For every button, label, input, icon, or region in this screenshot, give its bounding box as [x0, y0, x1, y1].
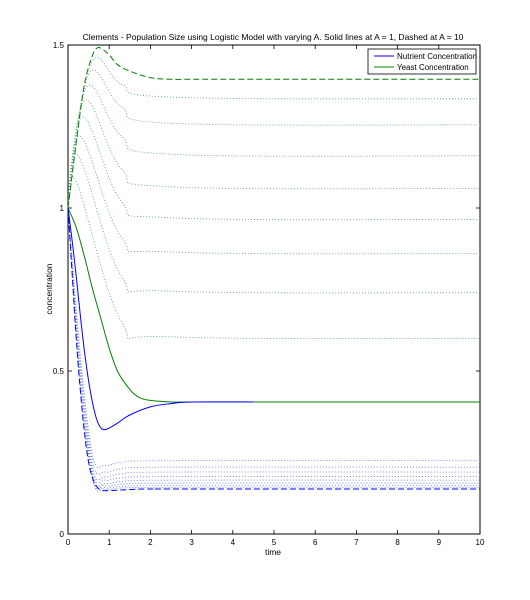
legend-label-nutrient: Nutrient Concentration [397, 52, 477, 61]
x-tick-label: 0 [66, 538, 71, 547]
x-tick-label: 5 [272, 538, 277, 547]
plot-area [67, 44, 481, 535]
series-line-yeast-dotted-8 [67, 153, 481, 294]
legend: Nutrient Concentration Yeast Concentrati… [367, 48, 477, 75]
x-tick-label: 1 [107, 538, 112, 547]
series-line-yeast-dotted-6 [67, 116, 481, 221]
series-line-yeast-dotted-4 [67, 84, 481, 209]
x-tick-label: 3 [189, 538, 194, 547]
series-line-nutrient-solid-10 [67, 207, 254, 431]
x-tick-label: 7 [354, 538, 359, 547]
series-line-yeast-dotted-9 [67, 175, 481, 340]
series-line-nutrient-dotted-15 [67, 207, 481, 484]
legend-box [367, 48, 477, 75]
series-line-yeast-dotted-2 [67, 56, 481, 209]
axis-ticks: 0 1 2 3 4 5 6 7 8 9 10 0 0.5 1 1.5 [53, 41, 485, 547]
x-tick-label: 8 [395, 538, 400, 547]
y-tick-label: 1 [60, 204, 65, 213]
series-line-nutrient-dotted-14 [67, 207, 481, 481]
y-tick-label: 0 [60, 530, 65, 539]
y-tick-label: 0.5 [53, 367, 65, 376]
chart-title: Clements - Population Size using Logisti… [83, 32, 464, 42]
y-tick-label: 1.5 [53, 41, 65, 50]
x-tick-label: 6 [313, 538, 318, 547]
series-layer [67, 46, 481, 492]
series-line-nutrient-dotted-12 [67, 207, 481, 469]
y-axis-title: concentration [44, 263, 54, 314]
x-tick-label: 4 [231, 538, 236, 547]
legend-label-yeast: Yeast Concentration [397, 63, 469, 72]
x-tick-label: 9 [437, 538, 442, 547]
x-tick-label: 2 [148, 538, 153, 547]
series-line-nutrient-dotted-16 [67, 207, 481, 487]
x-tick-label: 10 [476, 538, 485, 547]
series-line-nutrient-dotted-13 [67, 207, 481, 475]
series-line-nutrient-dashed-11 [67, 207, 480, 492]
x-axis-title: time [265, 547, 281, 557]
series-line-yeast-dashed-1 [67, 46, 480, 209]
